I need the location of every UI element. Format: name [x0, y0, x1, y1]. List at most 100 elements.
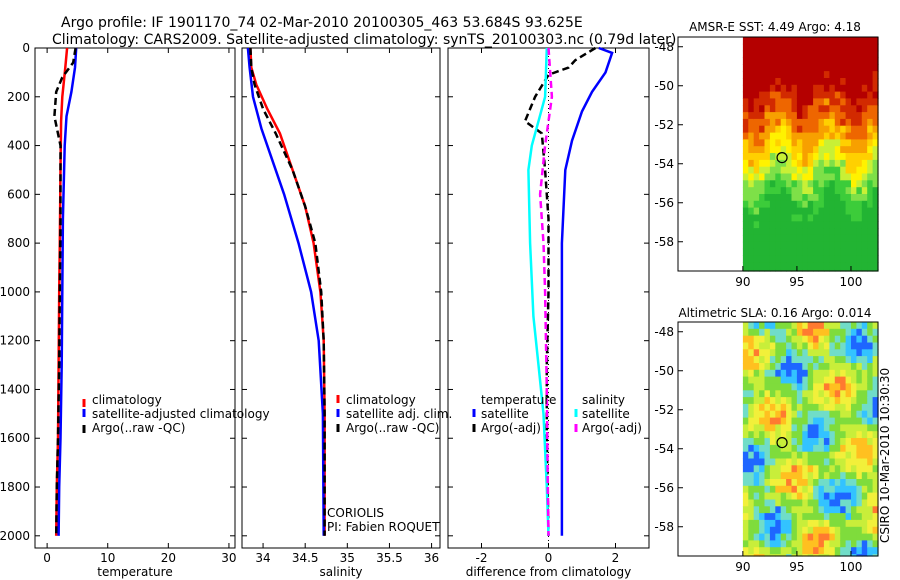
sst-cell [769, 84, 776, 93]
sla-cell [753, 369, 760, 378]
sst-cell [834, 173, 841, 181]
sst-cell [834, 194, 841, 202]
sst-cell [856, 187, 863, 195]
sla-cell [872, 506, 879, 514]
sst-cell [872, 200, 879, 209]
sla-cell [764, 383, 771, 391]
sla-cell [791, 513, 798, 521]
sst-cell [829, 91, 836, 99]
sst-cell [748, 132, 755, 140]
sla-cell [856, 383, 863, 391]
sla-cell [769, 328, 776, 337]
sst-cell [780, 118, 787, 127]
sst-cell [840, 180, 847, 188]
sst-cell [861, 57, 868, 65]
sst-cell [861, 84, 868, 93]
sla-cell [851, 431, 857, 439]
sla-cell [818, 547, 825, 555]
sst-cell [759, 98, 766, 106]
sst-cell [845, 139, 852, 147]
sst-cell [753, 180, 760, 188]
sla-cell [845, 342, 852, 350]
sst-cell [796, 255, 803, 263]
sla-cell [851, 472, 857, 480]
sla-cell [748, 438, 755, 446]
sla-cell [759, 369, 766, 378]
sla-cell [840, 547, 847, 555]
sla-cell [753, 403, 760, 412]
sla-cell [867, 506, 874, 514]
sst-cell [796, 105, 803, 113]
sla-cell [856, 328, 863, 337]
sst-cell [851, 112, 857, 120]
sla-cell [823, 383, 830, 391]
sla-cell [807, 335, 814, 344]
sst-cell [786, 159, 793, 168]
agency-label: CORIOLIS [327, 506, 384, 520]
sla-cell [748, 492, 755, 500]
sst-cell [823, 98, 830, 106]
sla-cell [823, 410, 830, 419]
sst-y-tick-label: -52 [654, 118, 674, 132]
sla-cell [764, 369, 771, 378]
sla-cell [834, 485, 841, 494]
sla-cell [845, 526, 852, 535]
sst-cell [818, 84, 825, 93]
sst-cell [840, 91, 847, 99]
sst-cell [845, 50, 852, 59]
sla-cell [764, 322, 771, 330]
sst-cell [802, 146, 809, 154]
sla-cell [791, 335, 798, 344]
sla-cell [861, 328, 868, 337]
temperature-x-tick-label: 30 [221, 551, 236, 565]
sst-cell [823, 269, 830, 272]
sla-cell [786, 479, 793, 487]
sla-cell [813, 335, 820, 344]
sst-cell [753, 166, 760, 175]
sla-cell [823, 444, 830, 453]
sst-cell [796, 64, 803, 72]
sla-cell [753, 547, 760, 555]
sla-cell [769, 363, 776, 371]
sst-cell [807, 91, 814, 99]
sla-cell [823, 424, 830, 432]
sst-cell [829, 221, 836, 229]
sst-cell [867, 105, 874, 113]
sst-cell [867, 153, 874, 161]
sst-cell [829, 98, 836, 106]
sla-cell [786, 342, 793, 350]
sst-cell [775, 112, 782, 120]
sst-cell [867, 173, 874, 181]
sst-cell [764, 132, 771, 140]
temperature-axes-frame [34, 47, 236, 549]
sla-cell [829, 328, 836, 337]
sst-cell [759, 255, 766, 263]
sla-cell [796, 363, 803, 371]
sst-cell [791, 64, 798, 72]
sla-cell [823, 533, 830, 541]
sla-cell [834, 506, 841, 514]
sla-cell [845, 451, 852, 460]
sst-cell [867, 180, 874, 188]
sst-cell [807, 71, 814, 79]
sla-cell [840, 492, 847, 500]
sla-cell [759, 328, 766, 337]
sst-cell [753, 139, 760, 147]
depth-tick-label: 1600 [0, 431, 30, 445]
sst-cell [845, 221, 852, 229]
sst-cell [796, 78, 803, 86]
sla-cell [802, 540, 809, 548]
sla-cell [829, 472, 836, 480]
sst-cell [867, 71, 874, 79]
sla-cell [791, 506, 798, 514]
sla-cell [742, 335, 749, 344]
sst-cell [845, 43, 852, 52]
sla-cell [823, 506, 830, 514]
sst-cell [791, 105, 798, 113]
sla-cell [829, 356, 836, 364]
sst-cell [780, 50, 787, 59]
sla-cell [867, 349, 874, 357]
sst-cell [823, 78, 830, 86]
sla-cell [861, 451, 868, 460]
